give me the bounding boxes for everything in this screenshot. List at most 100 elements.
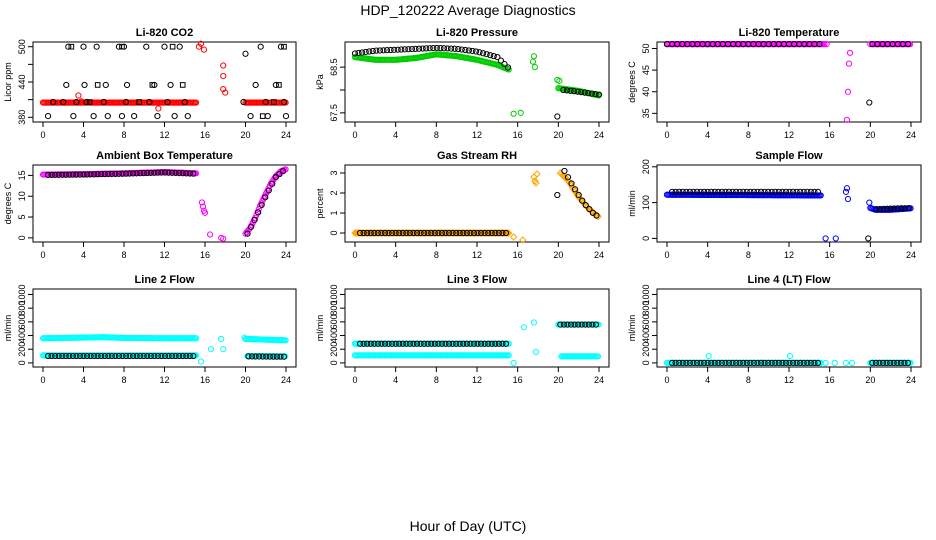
data-point	[244, 230, 251, 237]
x-tick-label: 12	[784, 130, 794, 140]
data-point	[112, 352, 119, 360]
data-point	[176, 169, 183, 177]
data-point	[750, 188, 758, 195]
x-tick-label: 12	[784, 250, 794, 260]
data-point	[672, 188, 679, 195]
panel-8: Line 4 (LT) Flow 0 4 8 12 16 20 24 0 200400600800…	[627, 274, 922, 385]
data-point	[743, 188, 750, 195]
x-tick-label: 0	[664, 250, 669, 260]
x-tick-label: 20	[865, 130, 875, 140]
data-point	[460, 229, 467, 237]
data-point	[373, 47, 380, 54]
data-point	[845, 60, 853, 67]
x-tick-label: 8	[434, 130, 439, 140]
data-point	[151, 352, 158, 360]
data-point	[154, 113, 161, 120]
data-point	[59, 171, 66, 178]
x-tick-label: 8	[121, 375, 126, 385]
data-point	[488, 229, 495, 237]
x-axis-title: Hour of Day (UTC)	[409, 518, 527, 534]
data-point	[144, 352, 151, 360]
data-point	[578, 321, 585, 328]
figure-title: HDP_120222 Average Diagnostics	[360, 2, 576, 18]
data-point	[403, 229, 410, 237]
data-point	[151, 169, 158, 176]
data-point	[554, 191, 561, 199]
data-point	[122, 352, 130, 360]
data-point	[578, 89, 585, 96]
x-tick-label: 12	[472, 375, 482, 385]
panel-title: Line 3 Flow	[447, 274, 507, 286]
y-tick-label: 0	[17, 235, 27, 240]
data-point	[80, 352, 87, 360]
data-point	[495, 340, 502, 347]
x-tick-label: 0	[352, 375, 357, 385]
data-point	[814, 359, 822, 366]
data-point	[374, 229, 381, 237]
data-point	[192, 352, 200, 359]
data-point	[433, 44, 440, 52]
data-point	[242, 50, 249, 57]
data-point	[725, 359, 733, 366]
data-point	[786, 359, 793, 366]
y-axis-label: ml/min	[3, 315, 13, 342]
data-point	[140, 352, 147, 360]
data-point	[697, 359, 704, 366]
data-point	[131, 113, 138, 120]
data-point	[80, 43, 87, 50]
y-axis-label: percent	[315, 188, 325, 219]
data-point	[73, 171, 80, 178]
data-point	[438, 229, 446, 237]
data-point	[581, 89, 588, 96]
data-point	[894, 205, 901, 212]
data-point	[804, 359, 811, 366]
data-point	[504, 64, 512, 71]
data-point	[76, 352, 84, 360]
data-point	[360, 229, 367, 237]
data-point	[245, 353, 252, 360]
data-point	[668, 359, 676, 366]
data-point	[417, 340, 424, 347]
data-point	[362, 48, 369, 56]
data-point	[158, 169, 165, 176]
data-point	[183, 352, 190, 360]
y-tick-label: 35	[641, 108, 651, 118]
data-point	[765, 359, 772, 366]
data-point	[449, 229, 456, 237]
data-point	[782, 188, 790, 195]
data-point	[789, 188, 797, 195]
data-point	[560, 321, 568, 328]
data-point	[255, 209, 262, 216]
data-point	[530, 319, 538, 326]
data-point	[447, 45, 455, 52]
data-point	[262, 194, 269, 201]
y-tick-label: 1000	[641, 284, 651, 304]
data-point	[901, 359, 908, 366]
x-tick-label: 4	[705, 375, 710, 385]
x-tick-label: 0	[664, 375, 669, 385]
data-point	[495, 229, 502, 237]
data-point	[277, 43, 285, 50]
data-point	[570, 88, 578, 95]
data-point	[485, 229, 492, 237]
data-point	[718, 359, 726, 366]
data-point	[743, 359, 750, 366]
y-tick-label: 600	[17, 314, 27, 329]
data-point	[247, 223, 255, 230]
data-point	[887, 205, 894, 212]
data-point	[201, 209, 209, 216]
data-point	[470, 229, 478, 237]
data-point	[220, 346, 227, 353]
data-point	[722, 359, 729, 366]
data-point	[499, 229, 506, 237]
data-point	[831, 359, 838, 366]
x-tick-label: 12	[159, 250, 169, 260]
data-point	[146, 98, 153, 106]
y-tick-label: 5	[17, 215, 27, 220]
data-point	[563, 87, 571, 94]
data-point	[412, 45, 419, 52]
data-point	[533, 170, 541, 178]
data-point	[87, 171, 94, 178]
data-point	[557, 321, 564, 328]
